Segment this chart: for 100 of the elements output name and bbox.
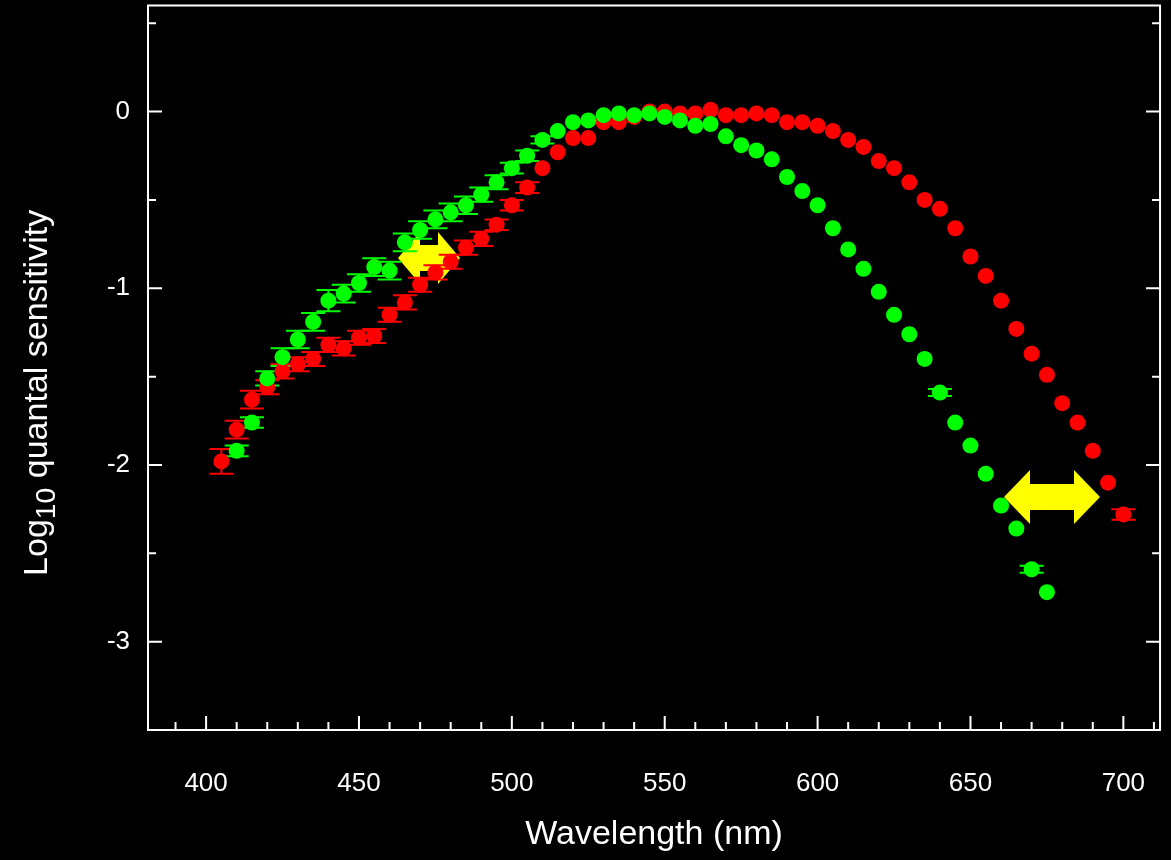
point [274,363,291,380]
point [779,114,796,131]
point [442,253,459,270]
point [931,384,948,401]
point [580,130,597,147]
point [809,197,826,214]
point [549,144,566,161]
x-tick-label: 550 [643,766,687,797]
point [886,306,903,323]
point [855,138,872,155]
point [1100,474,1117,491]
point [809,117,826,134]
point [503,197,520,214]
point [412,221,429,238]
point [565,130,581,147]
point [610,105,627,122]
point [947,414,964,431]
x-tick-label: 500 [490,766,534,797]
point [993,497,1010,514]
point [977,465,994,482]
point [488,174,505,191]
point [335,285,352,302]
point [824,123,841,140]
point [519,147,536,164]
point [824,220,841,237]
point [962,248,979,265]
point [993,292,1010,309]
point [672,112,689,129]
point [702,101,719,118]
point [748,105,765,122]
point [213,453,230,470]
point [1023,345,1040,362]
point [320,292,337,309]
point [733,107,750,124]
point [656,108,673,125]
point [886,160,903,177]
point [259,370,276,387]
point [427,264,444,281]
x-axis-title: Wavelength (nm) [524,812,784,852]
point [1069,414,1086,431]
point [901,174,918,191]
point [1115,506,1132,523]
point [396,234,413,251]
point [350,329,367,346]
point [320,336,337,353]
point [977,267,994,284]
point [519,179,536,196]
point [243,391,260,408]
point [305,313,322,330]
point [840,131,857,148]
point [1023,561,1040,578]
point [534,131,551,148]
point [870,283,887,300]
point [748,142,765,159]
y-tick-label: -1 [106,271,130,302]
point [366,259,383,276]
y-tick-label: -2 [106,448,130,479]
point [228,442,245,459]
point [840,241,857,258]
x-tick-label: 650 [948,766,993,797]
point [396,294,413,311]
point [1008,320,1025,337]
point [763,151,780,168]
point [565,114,581,131]
point [534,160,551,177]
point [947,220,964,237]
y-tick-label: -3 [106,624,130,655]
point [580,112,597,129]
y-tick-label: 0 [115,94,130,125]
point [1038,366,1055,383]
point [870,153,887,170]
point [366,328,383,344]
point [1038,584,1055,601]
point [335,340,352,357]
point [916,350,933,367]
point [1054,395,1071,412]
x-tick-label: 600 [795,766,840,797]
point [457,197,474,214]
point [794,114,811,131]
x-tick-label: 450 [337,766,381,797]
point [274,349,291,366]
point [763,107,780,124]
point [381,306,398,323]
point [779,168,796,185]
point [1084,442,1101,459]
point [457,239,474,256]
point [1008,520,1025,537]
point [381,262,398,279]
point [687,117,704,134]
point [243,414,260,431]
point [350,274,367,291]
point [901,326,918,343]
point [427,211,444,228]
point [473,230,490,247]
point [289,356,306,373]
point [733,137,750,154]
point [794,183,811,200]
point [916,191,933,208]
x-tick-label: 400 [184,766,228,797]
point [228,421,245,438]
